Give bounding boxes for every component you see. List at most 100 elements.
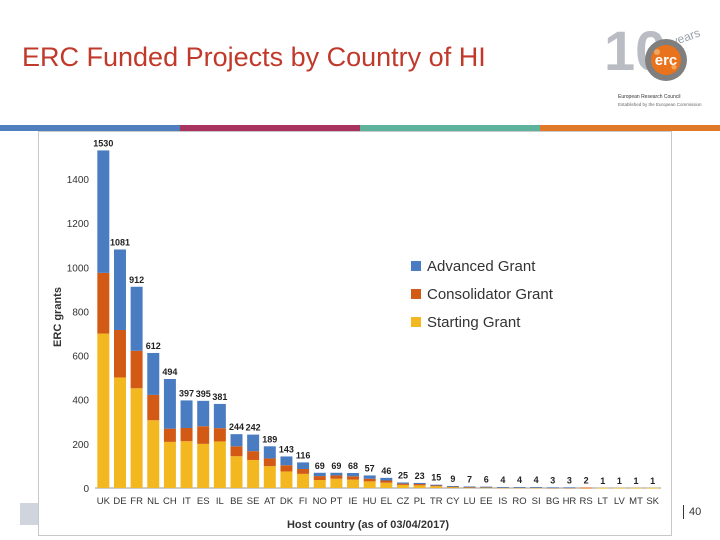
data-label: 143 — [279, 444, 294, 454]
x-tick-label: PT — [330, 496, 342, 507]
x-tick-label: RO — [512, 496, 526, 507]
bar-consolidator-grant — [263, 458, 276, 467]
data-label: 189 — [262, 434, 277, 444]
data-label: 1530 — [93, 138, 113, 148]
bar-starting-grant — [480, 487, 493, 489]
bar-starting-grant — [330, 478, 343, 488]
bar-advanced-grant — [163, 379, 176, 429]
x-tick-label: LT — [598, 496, 609, 507]
logo-line-2: Established by the European Commission — [618, 102, 702, 107]
bar-advanced-grant — [247, 434, 260, 452]
x-tick-label: ES — [197, 496, 210, 507]
x-tick-label: PL — [414, 496, 426, 507]
bar-advanced-grant — [330, 472, 343, 476]
bar-consolidator-grant — [363, 478, 376, 482]
bar-advanced-grant — [297, 462, 310, 470]
data-label: 912 — [129, 275, 144, 285]
y-tick-label: 200 — [72, 440, 89, 451]
bar-advanced-grant — [347, 472, 360, 477]
bar-starting-grant — [230, 456, 243, 488]
data-label: 1 — [600, 476, 605, 486]
y-tick-label: 800 — [72, 307, 89, 318]
data-label: 1 — [617, 476, 622, 486]
bar-advanced-grant — [413, 482, 426, 485]
bar-consolidator-grant — [113, 330, 126, 378]
legend-label: Advanced Grant — [427, 258, 536, 275]
bar-consolidator-grant — [330, 475, 343, 479]
bar-advanced-grant — [480, 486, 493, 488]
x-tick-label: BE — [230, 496, 243, 507]
bar-starting-grant — [263, 466, 276, 488]
data-label: 46 — [381, 466, 391, 476]
y-tick-label: 1200 — [67, 219, 90, 230]
x-tick-label: LV — [614, 496, 626, 507]
x-tick-label: SK — [646, 496, 659, 507]
y-tick-label: 0 — [83, 484, 89, 495]
page-number: 40 — [683, 505, 701, 519]
logo-line-1: European Research Council — [618, 94, 681, 100]
data-label: 242 — [246, 423, 261, 433]
data-label: 15 — [431, 473, 441, 483]
bar-consolidator-grant — [580, 487, 593, 489]
bar-consolidator-grant — [97, 272, 110, 334]
bar-consolidator-grant — [280, 465, 293, 472]
bar-consolidator-grant — [247, 451, 260, 460]
bar-consolidator-grant — [430, 485, 443, 487]
bar-consolidator-grant — [197, 426, 210, 444]
data-label: 68 — [348, 461, 358, 471]
stripe-orange — [540, 125, 720, 131]
x-tick-label: SI — [532, 496, 541, 507]
legend-swatch — [411, 289, 421, 299]
x-tick-label: EL — [381, 496, 393, 507]
bar-starting-grant — [630, 487, 643, 489]
data-label: 4 — [517, 475, 522, 485]
bar-starting-grant — [180, 441, 193, 488]
bar-starting-grant — [163, 441, 176, 488]
x-tick-label: AT — [264, 496, 276, 507]
data-label: 3 — [550, 475, 555, 485]
x-tick-label: DE — [113, 496, 126, 507]
bar-advanced-grant — [147, 352, 160, 395]
bar-starting-grant — [247, 459, 260, 488]
bar-consolidator-grant — [463, 486, 476, 488]
data-label: 9 — [450, 474, 455, 484]
bar-consolidator-grant — [213, 428, 226, 442]
bar-advanced-grant — [180, 400, 193, 428]
data-label: 244 — [229, 422, 244, 432]
x-tick-label: IE — [349, 496, 358, 507]
data-label: 4 — [500, 475, 505, 485]
bar-consolidator-grant — [313, 476, 326, 481]
x-tick-label: RS — [579, 496, 592, 507]
bar-consolidator-grant — [180, 427, 193, 442]
bar-advanced-grant — [197, 400, 210, 427]
bar-starting-grant — [463, 487, 476, 489]
bar-consolidator-grant — [163, 428, 176, 442]
bar-advanced-grant — [446, 486, 459, 487]
bar-starting-grant — [347, 479, 360, 488]
chart-frame: 0 200 400 600 800 1000 1200 1400 ERC grants Host … — [38, 131, 672, 536]
bar-consolidator-grant — [297, 469, 310, 474]
bar-starting-grant — [396, 484, 409, 488]
bar-starting-grant — [130, 388, 143, 488]
footer-logo — [20, 503, 38, 525]
x-tick-label: HR — [563, 496, 577, 507]
data-label: 7 — [467, 474, 472, 484]
x-tick-label: CZ — [397, 496, 410, 507]
x-tick-label: IS — [498, 496, 507, 507]
bar-starting-grant — [147, 420, 160, 488]
data-label: 395 — [196, 389, 211, 399]
bar-advanced-grant — [463, 486, 476, 488]
x-tick-label: NL — [147, 496, 159, 507]
data-label: 494 — [162, 367, 177, 377]
bar-consolidator-grant — [347, 476, 360, 480]
bar-starting-grant — [363, 481, 376, 488]
bar-starting-grant — [646, 487, 659, 489]
bar-starting-grant — [430, 486, 443, 488]
data-label: 6 — [484, 475, 489, 485]
y-tick-label: 1400 — [67, 175, 90, 186]
bar-advanced-grant — [263, 446, 276, 459]
data-label: 57 — [365, 463, 375, 473]
x-tick-label: LU — [463, 496, 475, 507]
x-tick-label: CH — [163, 496, 177, 507]
legend-label: Consolidator Grant — [427, 286, 554, 303]
